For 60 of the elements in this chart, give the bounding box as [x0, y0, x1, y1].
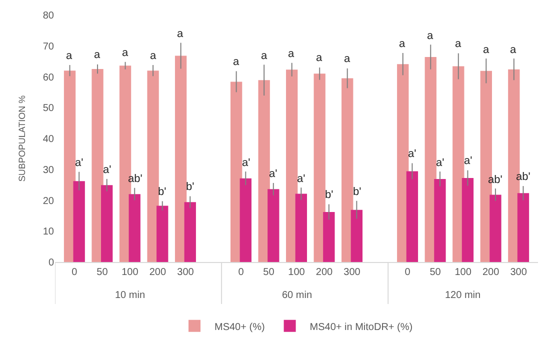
- y-tick-label: 30: [42, 164, 54, 176]
- data-label: a: [455, 38, 462, 50]
- data-label: a': [464, 155, 472, 167]
- data-label: a: [288, 48, 295, 60]
- y-tick-label: 40: [42, 134, 54, 145]
- data-label: b': [353, 186, 362, 198]
- data-label: a: [66, 50, 73, 62]
- legend-label: MS40+ (%): [214, 322, 265, 333]
- y-tick-label: 10: [42, 226, 54, 238]
- data-label: a: [483, 44, 490, 56]
- x-tick-label: 100: [454, 267, 472, 278]
- data-label: a': [103, 164, 112, 176]
- data-label: a: [94, 49, 101, 61]
- y-tick-label: 20: [42, 196, 54, 207]
- x-tick-label: 200: [482, 267, 500, 278]
- data-label: ab': [516, 171, 530, 183]
- text: 10 min: [115, 290, 146, 301]
- data-label: a': [242, 157, 250, 169]
- x-tick-label: 100: [122, 267, 139, 278]
- data-label: a': [408, 148, 416, 160]
- data-label: a: [177, 28, 184, 40]
- data-label: a': [297, 173, 306, 185]
- text: 60 min: [282, 290, 312, 301]
- x-tick-label: 0: [404, 267, 411, 278]
- text: 120 min: [445, 290, 481, 301]
- data-label: a: [261, 50, 268, 62]
- data-label: a': [269, 168, 278, 180]
- y-tick-label: 80: [42, 10, 54, 22]
- data-label: b': [325, 189, 334, 201]
- y-tick-label: 50: [42, 103, 54, 114]
- x-tick-label: 0: [238, 267, 244, 278]
- data-label: a: [399, 38, 406, 50]
- data-label: a': [75, 157, 84, 169]
- y-axis-title: SUBPOPULATION %: [17, 95, 28, 182]
- data-label: a': [436, 157, 444, 169]
- data-label: a: [427, 30, 434, 42]
- data-label: a: [233, 56, 240, 68]
- x-tick-label: 0: [72, 267, 78, 278]
- data-label: b': [186, 181, 194, 193]
- x-tick-label: 300: [510, 267, 528, 278]
- x-tick-label: 100: [288, 267, 306, 278]
- x-tick-label: 50: [263, 267, 275, 278]
- legend-label: MS40+ in MitoDR+ (%): [310, 322, 413, 333]
- y-tick-label: 60: [42, 72, 54, 84]
- x-tick-label: 50: [96, 267, 108, 278]
- y-tick-label: 0: [48, 258, 54, 268]
- data-label: a: [344, 53, 351, 65]
- x-tick-label: 50: [430, 267, 442, 278]
- data-label: b': [158, 186, 166, 198]
- y-tick-label: 70: [42, 41, 54, 52]
- data-label: a: [150, 50, 157, 62]
- x-tick-label: 300: [177, 267, 194, 278]
- x-tick-label: 300: [344, 267, 361, 278]
- data-label: ab': [488, 174, 502, 186]
- x-tick-label: 200: [149, 267, 166, 278]
- data-label: a: [510, 44, 517, 56]
- data-label: ab': [128, 173, 142, 185]
- x-tick-label: 200: [316, 267, 334, 278]
- data-label: a: [122, 47, 129, 59]
- data-label: a: [316, 52, 323, 64]
